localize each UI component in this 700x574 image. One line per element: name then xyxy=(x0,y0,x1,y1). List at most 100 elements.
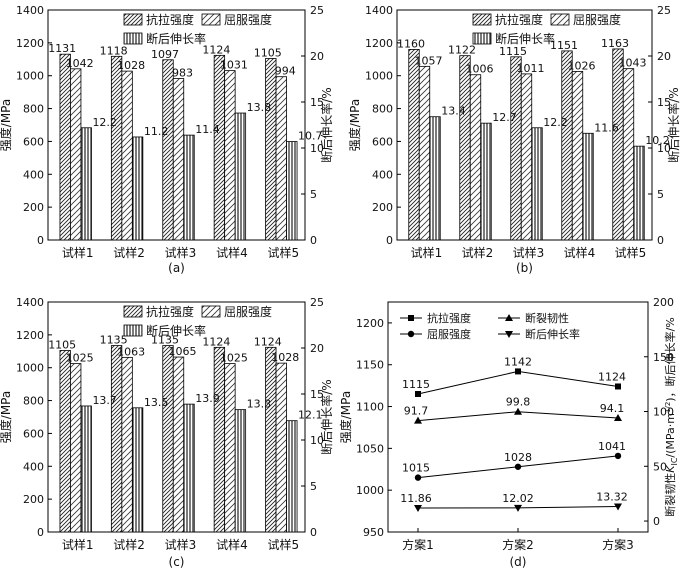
data-label: 1063 xyxy=(117,345,145,358)
legend-label: 屈服强度 xyxy=(224,12,272,27)
category-label: 方案3 xyxy=(602,537,634,552)
data-label: 94.1 xyxy=(600,402,625,415)
series-屈服强度: 1015 1028 1041 xyxy=(402,440,626,481)
bar-屈服强度 xyxy=(520,73,533,241)
data-label: 1122 xyxy=(448,44,476,57)
bar-断后伸长率 xyxy=(234,409,247,533)
data-label: 1124 xyxy=(254,335,282,348)
bar-抗拉强度 xyxy=(110,55,123,241)
category-label: 试样3 xyxy=(513,245,545,260)
right-tick-label: 200 xyxy=(653,296,674,309)
data-label: 1105 xyxy=(48,338,76,351)
marker-triangle-up xyxy=(505,314,513,321)
series-抗拉强度: 1115 1142 1124 xyxy=(402,355,626,397)
data-label: 12.02 xyxy=(502,492,534,505)
panel-label: (d) xyxy=(510,555,527,569)
data-label: 1042 xyxy=(66,57,94,70)
right-tick-label: 0 xyxy=(310,526,317,539)
data-label: 13.5 xyxy=(144,396,169,409)
data-label: 13.7 xyxy=(92,394,117,407)
y-axis-label: 强度/MPa xyxy=(338,391,353,443)
bar-抗拉强度 xyxy=(459,55,471,241)
legend-label: 屈服强度 xyxy=(427,327,471,341)
data-label: 1006 xyxy=(466,63,494,76)
left-tick-label: 800 xyxy=(372,103,393,116)
left-tick-label: 1000 xyxy=(356,484,384,497)
data-label: 1011 xyxy=(517,62,545,75)
data-label: 1043 xyxy=(619,57,647,70)
bar-断后伸长率 xyxy=(80,127,92,241)
data-label: 1115 xyxy=(402,378,430,391)
category-label: 试样2 xyxy=(462,245,494,260)
category-label: 试样2 xyxy=(113,245,145,260)
panel-b: 0 200 400 600 800 1000 1200 1400 0 5 10 15 20 25 强度/MP… xyxy=(347,4,681,275)
left-tick-label: 950 xyxy=(363,526,384,539)
category-label: 试样4 xyxy=(216,537,248,552)
bar-屈服强度 xyxy=(70,68,82,241)
data-label: 12.2 xyxy=(543,116,568,129)
marker-triangle-up xyxy=(514,407,522,415)
bar-屈服强度 xyxy=(121,70,133,241)
legend-label: 抗拉强度 xyxy=(146,12,194,27)
marker-square xyxy=(615,383,621,390)
category-label: 试样4 xyxy=(216,245,248,260)
bar-屈服强度 xyxy=(571,71,584,241)
y-axis-label: 强度/MPa xyxy=(0,391,13,443)
data-label: 1065 xyxy=(169,345,197,358)
bar-断后伸长率 xyxy=(183,403,195,533)
legend-label: 屈服强度 xyxy=(224,304,272,319)
left-tick-label: 800 xyxy=(23,103,44,116)
left-tick-label: 1400 xyxy=(365,4,393,17)
marker-triangle-up xyxy=(414,416,422,424)
legend-swatch xyxy=(472,13,492,26)
left-tick-label: 1200 xyxy=(16,329,44,342)
data-label: 11.2 xyxy=(144,125,169,138)
data-label: 1124 xyxy=(202,43,230,56)
left-tick-label: 1400 xyxy=(16,4,44,17)
left-tick-label: 0 xyxy=(37,234,44,247)
bar-抗拉强度 xyxy=(612,48,624,241)
legend-swatch xyxy=(201,305,221,318)
marker-triangle-down xyxy=(505,331,513,338)
left-tick-label: 200 xyxy=(23,201,44,214)
right-tick-label: 15 xyxy=(310,96,324,109)
marker-circle xyxy=(514,463,522,470)
category-label: 试样3 xyxy=(165,537,197,552)
data-label: 11.86 xyxy=(400,492,432,505)
bar-屈服强度 xyxy=(121,356,133,533)
data-label: 1124 xyxy=(202,335,230,348)
right-tick-label: 0 xyxy=(310,234,317,247)
bar-屈服强度 xyxy=(622,68,635,241)
data-label: 12.2 xyxy=(92,116,117,129)
data-label: 1025 xyxy=(220,352,248,365)
right-tick-label: 25 xyxy=(310,4,324,17)
y-axis-label: 强度/MPa xyxy=(0,99,13,151)
left-tick-label: 400 xyxy=(23,460,44,473)
left-tick-label: 1050 xyxy=(356,442,384,455)
marker-triangle-up xyxy=(614,413,622,421)
series-断后伸长率: 11.86 12.02 13.32 xyxy=(400,490,628,513)
right-tick-label: 100 xyxy=(653,406,674,419)
bar-屈服强度 xyxy=(469,74,482,241)
right-tick-label: 50 xyxy=(653,460,667,473)
bar-抗拉强度 xyxy=(162,345,174,533)
marker-circle xyxy=(614,452,622,460)
left-tick-label: 1100 xyxy=(356,401,384,414)
category-label: 试样1 xyxy=(62,537,94,552)
panel-a: 0 200 400 600 800 1000 1200 1400 0 5 10 15 20 25 强度/MP… xyxy=(0,4,334,275)
left-tick-label: 600 xyxy=(23,427,44,440)
right-tick-label: 25 xyxy=(310,296,324,309)
left-tick-label: 400 xyxy=(372,168,393,181)
left-tick-label: 400 xyxy=(23,168,44,181)
data-label: 12.1 xyxy=(298,409,323,422)
data-label: 1124 xyxy=(598,370,626,383)
marker-square xyxy=(515,368,521,375)
bar-断后伸长率 xyxy=(183,134,195,241)
right-tick-label: 10 xyxy=(310,434,324,447)
data-label: 1097 xyxy=(151,48,179,61)
data-label: 1026 xyxy=(568,59,596,72)
bar-屈服强度 xyxy=(275,362,287,533)
legend-label: 断后伸长率 xyxy=(525,327,580,341)
bar-断后伸长率 xyxy=(429,116,441,241)
